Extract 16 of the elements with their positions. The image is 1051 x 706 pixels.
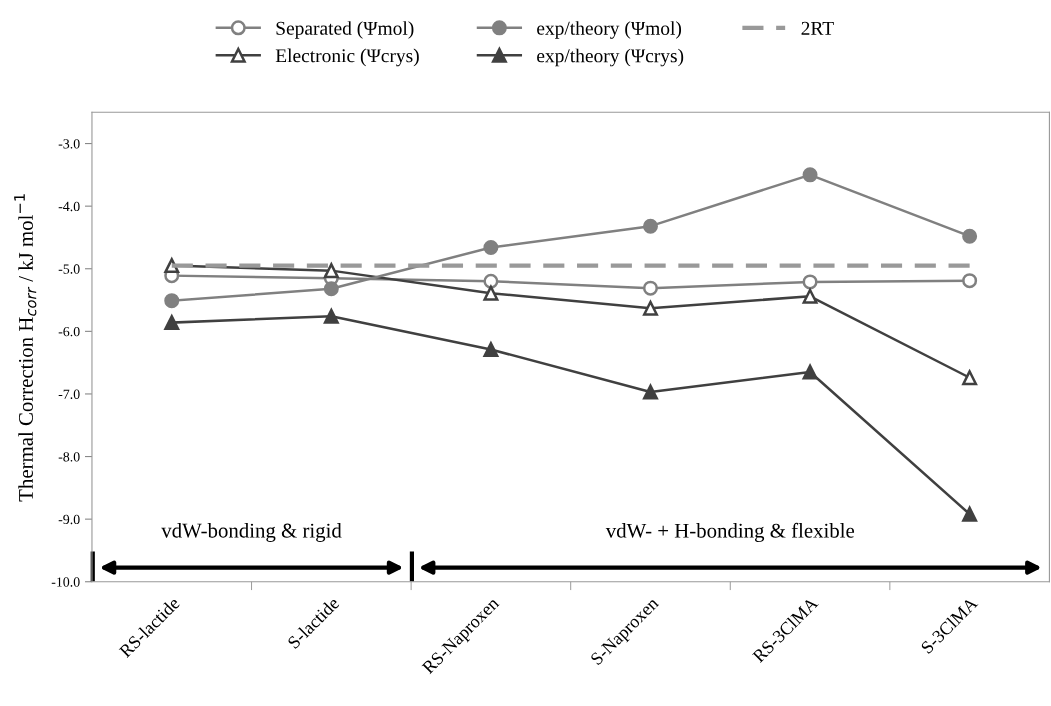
y-tick-label: -4.0 <box>58 201 80 212</box>
legend-label: exp/theory (Ψcrys) <box>537 48 684 67</box>
legend-label: Separated (Ψmol) <box>276 21 414 39</box>
legend-label: exp/theory (Ψmol) <box>537 21 682 39</box>
annotation: vdW- + H-bonding & flexible <box>605 522 855 543</box>
y-tick-label: -10.0 <box>51 577 80 587</box>
y-tick-label: -9.0 <box>58 514 80 525</box>
y-tick-label: -6.0 <box>58 326 80 337</box>
y-tick-label: -8.0 <box>58 452 80 462</box>
y-tick-label: -3.0 <box>58 139 80 149</box>
y-tick-label: -7.0 <box>58 389 80 399</box>
y-tick-label: -5.0 <box>58 264 80 274</box>
legend-label: Electronic (Ψcrys) <box>275 48 419 67</box>
annotation: vdW-bonding & rigid <box>161 522 342 542</box>
legend-label: 2RT <box>801 21 834 35</box>
y-axis-title: Thermal Correction H$_{corr}$ / kJ mol$^{−1}$ <box>14 194 37 502</box>
